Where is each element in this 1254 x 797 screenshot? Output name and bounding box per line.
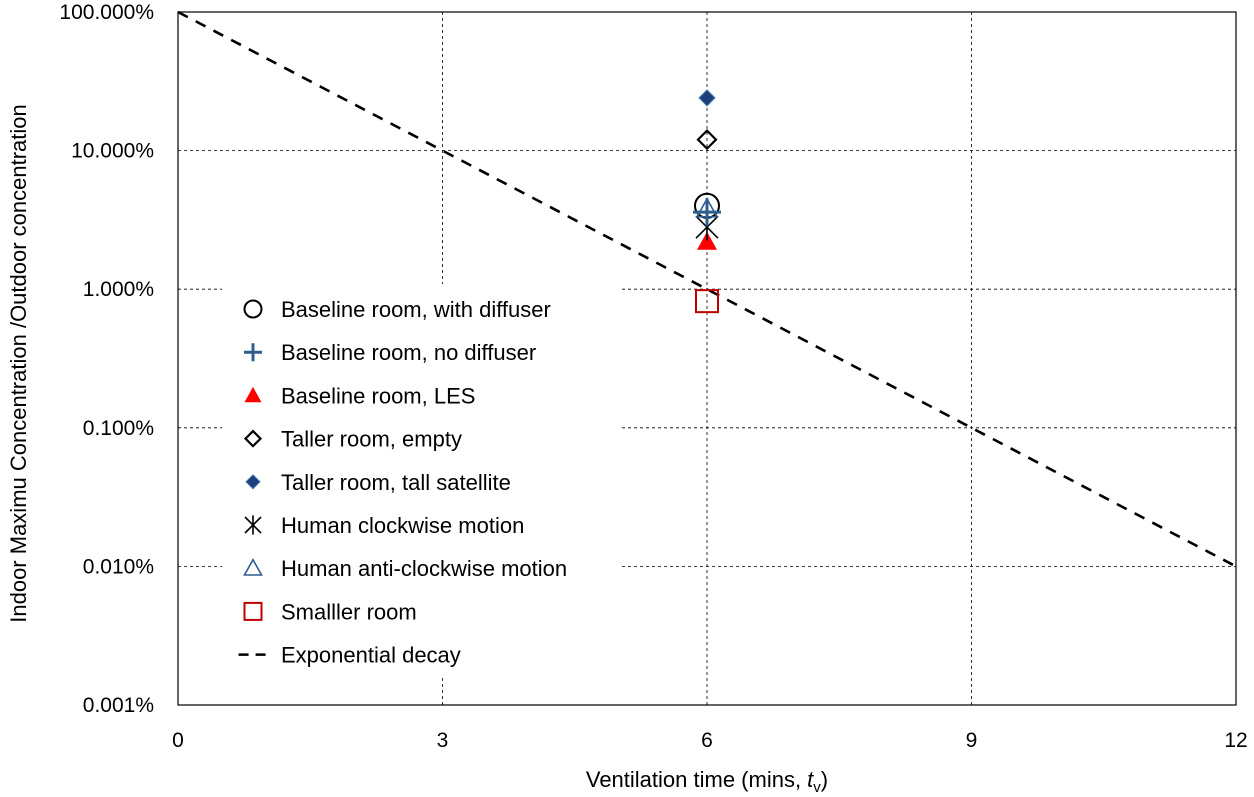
legend-item: Taller room, tall satellite [245, 470, 511, 495]
data-point [693, 198, 721, 227]
legend-item: Taller room, empty [243, 427, 462, 452]
legend-marker [244, 343, 262, 362]
y-tick-label: 0.100% [83, 417, 154, 440]
y-axis-title: Indoor Maximu Concentration /Outdoor con… [6, 104, 31, 623]
legend-item: Human clockwise motion [244, 513, 524, 538]
legend-label: Human anti-clockwise motion [281, 556, 567, 581]
legend: Baseline room, with diffuser Baseline roo… [222, 284, 622, 676]
y-tick-label: 1.000% [83, 278, 154, 301]
legend-label: Baseline room, with diffuser [281, 297, 551, 322]
series-baseline-room-les [697, 231, 717, 250]
data-point [695, 289, 719, 314]
legend-marker [243, 299, 263, 319]
x-tick-label: 12 [1224, 729, 1247, 752]
legend-label: Baseline room, no diffuser [281, 340, 536, 365]
legend-label: Exponential decay [281, 643, 461, 668]
x-tick-label: 3 [437, 729, 449, 752]
legend-marker [244, 386, 262, 403]
data-series [177, 10, 1237, 568]
data-point [696, 129, 718, 151]
legend-marker [243, 429, 263, 448]
y-tick-label: 100.000% [59, 1, 154, 24]
legend-item: Smalller room [243, 599, 417, 624]
x-tick-label: 6 [701, 729, 713, 752]
legend-label: Taller room, tall satellite [281, 470, 511, 495]
legend-label: Baseline room, LES [281, 383, 475, 408]
data-point [698, 89, 716, 107]
series-taller-room-tall-satellite [698, 89, 716, 107]
y-tick-label: 10.000% [71, 140, 154, 163]
y-tick-label: 0.010% [83, 555, 154, 578]
x-axis-title: Ventilation time (mins, tv) [586, 767, 828, 796]
legend-item: Human anti-clockwise motion [243, 556, 567, 581]
x-tick-label: 0 [172, 729, 184, 752]
legend-marker [243, 601, 263, 621]
legend-item: Baseline room, no diffuser [244, 340, 536, 365]
series-taller-room-empty [696, 129, 718, 151]
series-smalller-room [695, 289, 719, 314]
legend-label: Human clockwise motion [281, 513, 524, 538]
legend-item: Baseline room, LES [244, 383, 475, 408]
legend-marker [245, 474, 261, 490]
y-tick-label: 0.001% [83, 694, 154, 717]
legend-item: Exponential decay [238, 643, 461, 668]
legend-background [222, 284, 622, 676]
data-point [697, 231, 717, 250]
legend-item: Baseline room, with diffuser [243, 297, 551, 322]
legend-label: Smalller room [281, 599, 417, 624]
series-baseline-room-no-diffuser [693, 198, 721, 227]
plot-frame [177, 11, 1237, 706]
legend-marker [244, 515, 262, 535]
legend-label: Taller room, empty [281, 427, 462, 452]
legend-marker [243, 558, 263, 576]
x-tick-label: 9 [966, 729, 978, 752]
tick-labels: 0 3 6 9 12 100.000% 10.000% 1.000% 0.100% 0.010% 0… [59, 1, 1247, 752]
